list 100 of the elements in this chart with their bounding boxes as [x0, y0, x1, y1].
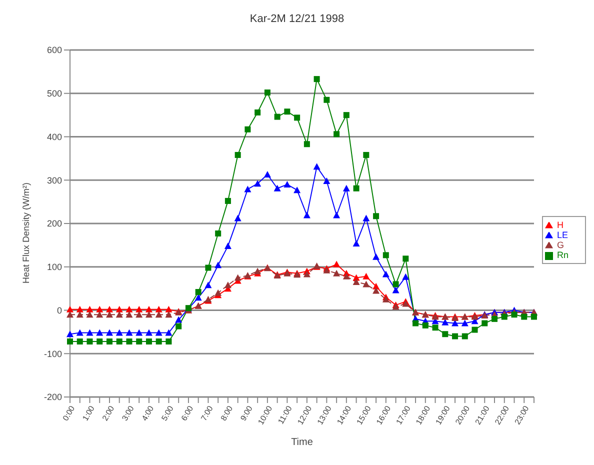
legend-label: H	[557, 220, 564, 230]
point	[96, 338, 103, 344]
point	[96, 311, 104, 318]
point	[224, 282, 232, 288]
point	[442, 331, 448, 338]
point	[244, 126, 251, 132]
point	[303, 212, 310, 218]
point	[136, 338, 142, 344]
point	[294, 186, 301, 194]
point	[382, 270, 390, 278]
point	[323, 177, 330, 184]
point	[86, 329, 94, 336]
point	[382, 252, 389, 258]
point	[106, 329, 113, 336]
point	[224, 242, 232, 250]
point	[116, 311, 123, 318]
point	[165, 329, 172, 336]
point	[155, 306, 162, 312]
point	[333, 212, 340, 218]
point	[86, 311, 94, 318]
point	[492, 316, 498, 322]
point	[67, 338, 73, 344]
point	[234, 214, 242, 222]
point	[284, 108, 290, 115]
y-tick-label: 600	[46, 45, 62, 56]
point	[176, 323, 182, 330]
point	[392, 281, 399, 288]
point	[136, 306, 143, 312]
point	[204, 282, 212, 288]
point	[145, 306, 152, 312]
point	[126, 329, 133, 336]
point	[145, 311, 152, 318]
point	[422, 322, 428, 328]
point	[264, 90, 270, 96]
point	[66, 311, 74, 318]
point	[136, 311, 143, 318]
point	[126, 311, 133, 318]
point	[342, 272, 350, 280]
y-tick-label: -100	[44, 348, 62, 359]
point	[462, 333, 468, 340]
point	[303, 270, 310, 278]
point	[156, 338, 162, 344]
point	[402, 256, 409, 262]
point	[304, 141, 310, 148]
point	[362, 280, 370, 288]
point	[274, 184, 281, 192]
point	[362, 214, 370, 222]
point	[531, 314, 537, 320]
point	[126, 306, 133, 312]
point	[106, 338, 112, 344]
x-axis-title: Time	[291, 437, 314, 448]
point	[254, 180, 262, 187]
y-tick-label: 200	[46, 218, 62, 229]
point	[136, 329, 143, 336]
point	[472, 326, 478, 333]
point	[412, 320, 419, 326]
point	[294, 114, 300, 121]
point	[334, 131, 340, 138]
point	[234, 152, 241, 158]
point	[234, 274, 242, 281]
point	[76, 306, 84, 312]
y-tick-label: 100	[46, 262, 62, 272]
legend-label: Rn	[557, 250, 569, 260]
point	[145, 329, 152, 336]
point	[442, 318, 449, 326]
point	[155, 311, 162, 318]
point	[106, 306, 113, 312]
y-tick-label: 500	[46, 88, 62, 99]
point	[165, 306, 172, 312]
y-tick-label: 0	[56, 305, 62, 316]
chart-title: Kar-2M 12/21 1998	[248, 12, 346, 27]
point	[392, 286, 400, 294]
y-tick-label: 300	[46, 175, 62, 186]
legend-label: G	[557, 240, 564, 250]
point	[116, 306, 123, 312]
point	[205, 264, 212, 271]
point	[86, 338, 93, 344]
y-tick-label: -200	[44, 392, 62, 402]
point	[362, 272, 370, 280]
point	[96, 329, 104, 336]
point	[215, 230, 222, 236]
point	[372, 287, 380, 294]
point	[521, 314, 528, 320]
point	[461, 320, 468, 326]
point	[195, 289, 202, 296]
point	[86, 306, 94, 312]
point	[313, 163, 320, 170]
point	[116, 338, 122, 344]
point	[76, 338, 83, 344]
y-tick-label: 400	[46, 132, 62, 142]
point	[372, 253, 380, 260]
point	[482, 320, 488, 326]
point	[244, 186, 252, 192]
point	[165, 311, 172, 318]
point	[66, 306, 74, 312]
point	[214, 289, 222, 296]
point	[353, 185, 360, 192]
point	[333, 260, 340, 268]
point	[254, 109, 261, 116]
point	[324, 96, 330, 103]
